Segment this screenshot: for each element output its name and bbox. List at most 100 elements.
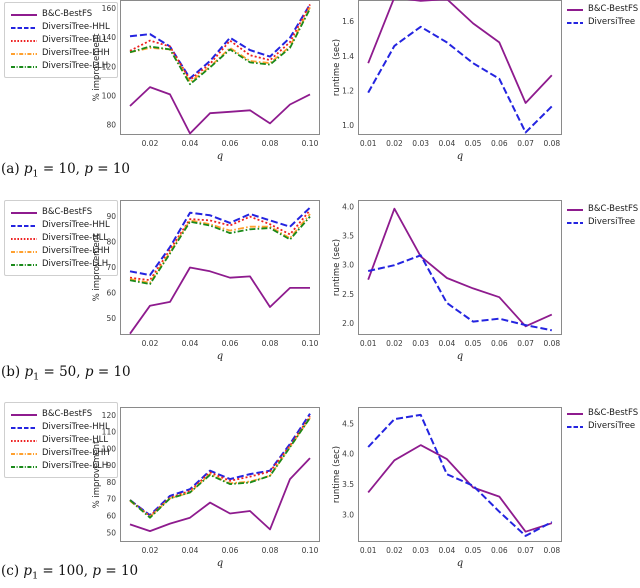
caption-math: p (84, 364, 94, 380)
legend-row3-right: B&C-BestFS DiversiTree (567, 407, 639, 433)
x-tick-label: 0.02 (386, 546, 403, 555)
y-tick-label: 80 (106, 238, 116, 247)
y-tick-label: 110 (102, 428, 117, 437)
legend-item: DiversiTree-LHH (11, 47, 110, 60)
y-tick-label: 80 (106, 120, 116, 129)
legend-line-sample (11, 224, 37, 227)
legend-item: DiversiTree (567, 216, 638, 229)
x-tick-label: 0.02 (142, 139, 159, 148)
series-line-diversitree-llh (129, 8, 311, 86)
legend-row1-right: B&C-BestFS DiversiTree (567, 3, 639, 29)
caption-value: 50, (59, 364, 81, 380)
legend-line-sample (11, 465, 37, 468)
y-tick-label: 70 (106, 495, 116, 504)
legend-line-sample (567, 221, 583, 224)
y-axis-label: % improvement (92, 233, 102, 301)
caption-math: p1 (23, 161, 39, 180)
legend-row2-left: B&C-BestFS DiversiTree-HHL DiversiTree-HLL… (4, 200, 118, 276)
legend-label: DiversiTree-HHL (42, 220, 110, 230)
legend-label: DiversiTree-LLH (42, 461, 109, 471)
x-tick-label: 0.03 (412, 339, 429, 348)
x-tick-label: 0.03 (412, 546, 429, 555)
legend-label: DiversiTree-HLL (42, 35, 109, 45)
series-line-b-c-bestfs (367, 444, 553, 533)
legend-label: DiversiTree-LHH (42, 448, 110, 458)
legend-row2-right: B&C-BestFS DiversiTree (567, 203, 639, 229)
series-line-diversitree (367, 254, 552, 332)
series-line-b-c-bestfs (367, 0, 553, 104)
plot-frame (120, 407, 320, 542)
x-tick-label: 0.02 (386, 139, 403, 148)
caption-a: (a) p1 = 10, p = 10 (1, 161, 130, 180)
legend-row1-left: B&C-BestFS DiversiTree-HHL DiversiTree-HLL… (4, 2, 118, 78)
y-tick-label: 3.0 (342, 261, 354, 270)
x-axis-label: q (217, 151, 223, 162)
legend-label: DiversiTree-HHL (42, 22, 110, 32)
x-tick-label: 0.07 (517, 546, 534, 555)
legend-item: DiversiTree (567, 420, 638, 433)
caption-value: 10, (58, 161, 80, 177)
legend-item: DiversiTree (567, 16, 638, 29)
caption-value: 10 (120, 563, 139, 579)
series-line-diversitree-hll (129, 209, 311, 282)
y-tick-label: 90 (106, 212, 116, 221)
y-tick-label: 140 (102, 33, 117, 42)
x-tick-label: 0.10 (302, 139, 319, 148)
legend-label: DiversiTree-LHH (42, 48, 110, 58)
chart-improvement-p1-100: 50 60 70 80 90 100 110 120 0.02 0.04 0.06 0.08 0.10%… (92, 407, 320, 569)
y-tick-label: 2.5 (342, 290, 354, 299)
x-axis-label: q (217, 558, 223, 569)
series-line-b-c-bestfs (129, 86, 311, 135)
plot-frame (120, 200, 320, 335)
x-tick-label: 0.02 (142, 339, 159, 348)
x-tick-label: 0.03 (412, 139, 429, 148)
legend-item: DiversiTree-LHH (11, 447, 110, 460)
series-line-diversitree-lhh (129, 417, 311, 518)
x-tick-label: 0.05 (465, 339, 482, 348)
series-line-b-c-bestfs (367, 207, 553, 328)
caption-eq: = (97, 161, 109, 177)
caption-index: (a) (1, 161, 20, 177)
x-tick-label: 0.05 (465, 139, 482, 148)
legend-label: B&C-BestFS (588, 4, 639, 14)
x-tick-label: 0.06 (222, 139, 239, 148)
x-tick-label: 0.02 (142, 546, 159, 555)
x-tick-label: 0.05 (465, 546, 482, 555)
legend-line-sample (11, 237, 37, 240)
caption-eq: = (97, 364, 110, 380)
legend-label: B&C-BestFS (42, 207, 93, 217)
legend-line-sample (11, 250, 37, 253)
x-tick-label: 0.08 (262, 546, 279, 555)
x-tick-label: 0.08 (543, 546, 560, 555)
y-tick-label: 1.2 (342, 86, 354, 95)
y-axis-label: % improvement (92, 33, 102, 101)
legend-item: DiversiTree-LLH (11, 460, 110, 473)
series-line-diversitree-hhl (129, 3, 311, 80)
x-axis-label: q (457, 351, 463, 362)
x-tick-label: 0.07 (517, 139, 534, 148)
legend-line-sample (567, 21, 583, 24)
legend-line-sample (11, 263, 37, 266)
legend-line-sample (11, 452, 37, 455)
legend-item: DiversiTree-HHL (11, 219, 110, 232)
chart-runtime-p1-100: 3.0 3.5 4.0 4.5 0.01 0.02 0.03 0.04 0.05 0.06 0.07… (332, 407, 562, 569)
x-tick-label: 0.04 (182, 546, 199, 555)
caption-math: p (92, 563, 102, 579)
x-tick-label: 0.08 (543, 339, 560, 348)
x-tick-label: 0.06 (222, 339, 239, 348)
y-tick-label: 1.6 (342, 17, 354, 26)
legend-label: DiversiTree (588, 217, 636, 227)
series-line-diversitree-hll (129, 3, 311, 81)
x-tick-label: 0.08 (543, 139, 560, 148)
y-tick-label: 120 (102, 411, 117, 420)
series-line-diversitree-hhl (129, 413, 311, 517)
series-line-b-c-bestfs (129, 266, 310, 335)
legend-item: DiversiTree-HLL (11, 434, 110, 447)
series-line-diversitree-llh (129, 216, 311, 285)
caption-c: (c) p1 = 100, p = 10 (1, 563, 139, 581)
legend-label: DiversiTree-HHL (42, 422, 110, 432)
y-axis-label: runtime (sec) (332, 39, 342, 96)
y-tick-label: 160 (102, 4, 117, 13)
x-tick-label: 0.10 (302, 546, 319, 555)
x-axis-label: q (457, 558, 463, 569)
